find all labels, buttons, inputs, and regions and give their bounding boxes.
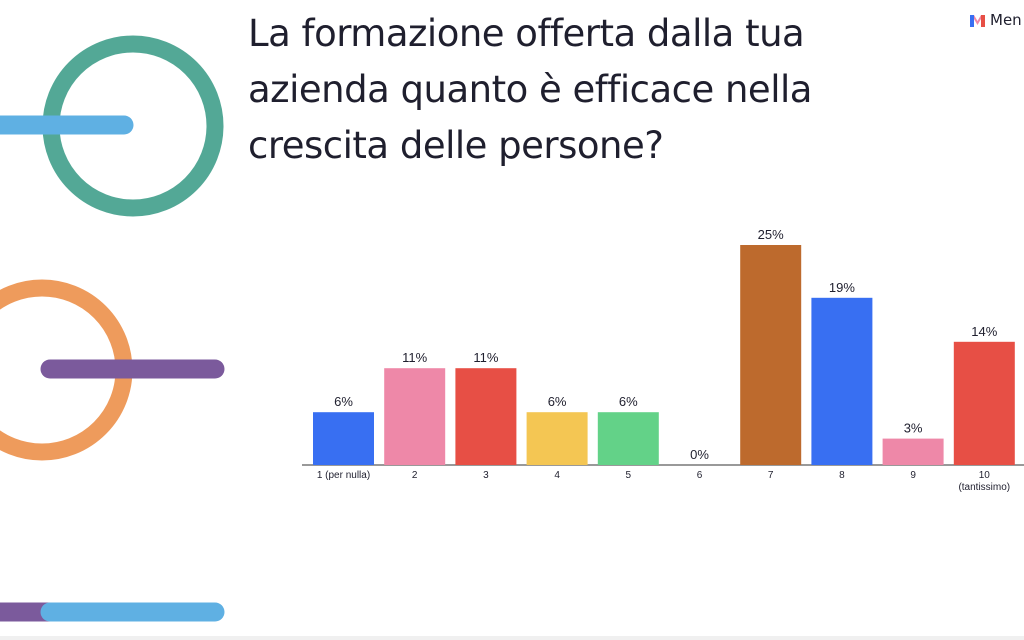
value-label-7: 25% <box>758 227 784 242</box>
bottom-divider <box>0 636 1024 640</box>
value-label-2: 11% <box>402 350 427 365</box>
bar-8 <box>811 297 873 465</box>
mentimeter-logo-icon <box>970 15 985 27</box>
category-label-9: 9 <box>910 470 916 481</box>
value-label-8: 19% <box>829 280 855 295</box>
bar-1 <box>313 412 374 465</box>
category-label-6: 6 <box>697 470 703 481</box>
value-label-6: 0% <box>690 447 709 462</box>
value-label-5: 6% <box>619 394 638 409</box>
category-label-10: 10 (tantissimo) <box>958 470 1010 493</box>
value-label-9: 3% <box>904 421 923 436</box>
value-label-3: 11% <box>473 350 498 365</box>
brand: Men <box>970 10 1022 30</box>
category-label-2: 2 <box>412 470 418 481</box>
category-label-1: 1 (per nulla) <box>317 470 370 481</box>
category-label-7: 7 <box>768 470 774 481</box>
category-label-3: 3 <box>483 470 489 481</box>
bar-4 <box>526 412 588 465</box>
brand-name: Men <box>990 11 1022 29</box>
category-label-4: 4 <box>554 470 560 481</box>
category-label-5: 5 <box>626 470 632 481</box>
bar-3 <box>455 368 517 465</box>
bar-2 <box>384 368 446 465</box>
category-label-8: 8 <box>839 470 845 481</box>
bar-5 <box>597 412 659 465</box>
decorative-shapes <box>0 35 225 622</box>
bar-10 <box>953 341 1015 465</box>
value-label-4: 6% <box>548 394 567 409</box>
bar-7 <box>740 245 802 465</box>
value-label-10: 14% <box>971 324 997 339</box>
slide-title: La formazione offerta dalla tua azienda … <box>248 12 812 167</box>
value-label-1: 6% <box>334 394 353 409</box>
bar-9 <box>882 438 944 465</box>
